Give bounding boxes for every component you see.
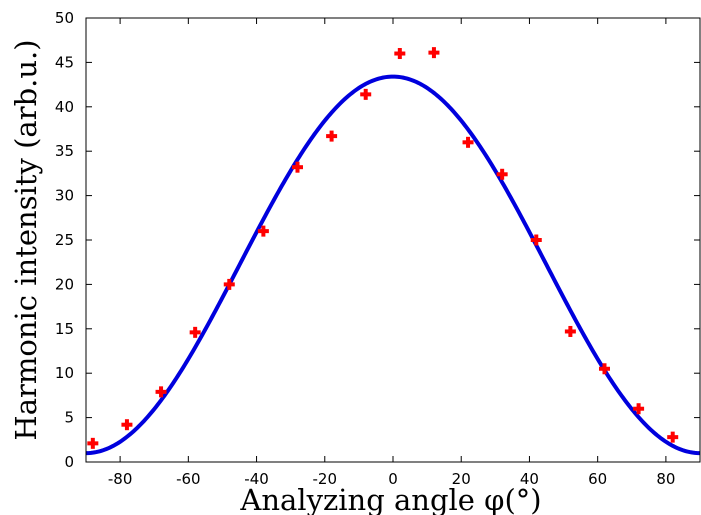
ticks-layer: -80 -60 -40 -20 0 20 40 60 80 0 5 10 15 20 25 30 35 40 45 5…: [55, 9, 700, 488]
x-tick-label: -40: [244, 470, 269, 488]
y-tick-label: 25: [55, 231, 74, 249]
y-tick-label: 10: [55, 364, 74, 382]
data-point: [564, 325, 576, 337]
y-tick-label: 20: [55, 275, 74, 293]
x-tick-label: -80: [108, 470, 133, 488]
fit-curve: [85, 74, 701, 456]
data-point: [667, 431, 679, 443]
x-tick-label: 60: [588, 470, 607, 488]
y-tick-label: 35: [55, 142, 74, 160]
fit-curve-layer: [85, 74, 701, 456]
data-points-layer: [87, 47, 679, 449]
x-axis-label: Analyzing angle φ(°): [239, 483, 541, 515]
x-tick-label: 40: [520, 470, 539, 488]
data-point: [633, 403, 645, 415]
y-tick-label: 5: [64, 409, 74, 427]
x-tick-label: -20: [313, 470, 338, 488]
data-point: [189, 326, 201, 338]
data-point: [462, 136, 474, 148]
y-tick-label: 30: [55, 187, 74, 205]
data-point: [496, 168, 508, 180]
x-tick-label: 0: [388, 470, 398, 488]
x-tick-label: 80: [656, 470, 675, 488]
data-point: [360, 88, 372, 100]
data-point: [257, 225, 269, 237]
y-axis-label: Harmonic intensity (arb.u.): [9, 39, 43, 440]
x-tick-label: 20: [452, 470, 471, 488]
y-tick-label: 0: [64, 453, 74, 471]
data-point: [121, 419, 133, 431]
data-point: [428, 47, 440, 59]
data-point: [530, 234, 542, 246]
data-point: [394, 48, 406, 60]
x-tick-label: -60: [176, 470, 201, 488]
y-tick-label: 45: [55, 53, 74, 71]
data-point: [155, 386, 167, 398]
y-tick-label: 40: [55, 98, 74, 116]
data-point: [87, 437, 99, 449]
data-point: [598, 363, 610, 375]
y-tick-label: 15: [55, 320, 74, 338]
data-point: [291, 161, 303, 173]
data-point: [223, 278, 235, 290]
y-tick-label: 50: [55, 9, 74, 27]
plot-frame: [85, 17, 701, 463]
data-point: [326, 130, 338, 142]
